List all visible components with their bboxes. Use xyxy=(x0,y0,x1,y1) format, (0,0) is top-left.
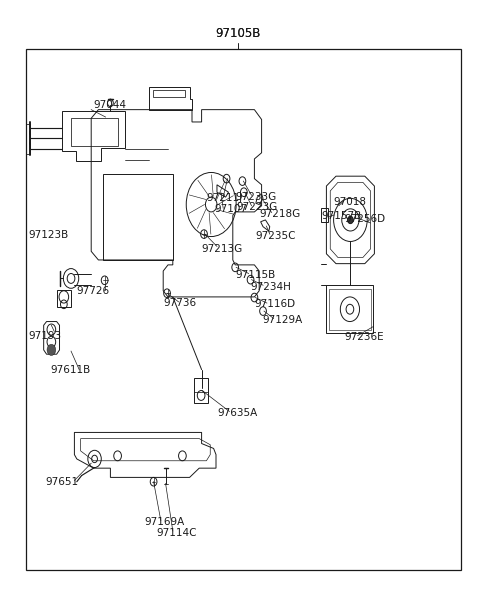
Text: 97223G: 97223G xyxy=(237,202,278,212)
Text: 97018: 97018 xyxy=(334,197,367,207)
Text: 97193: 97193 xyxy=(29,331,62,341)
Text: 97726: 97726 xyxy=(77,286,110,296)
Text: 97169A: 97169A xyxy=(144,517,184,527)
Text: 97736: 97736 xyxy=(163,298,196,308)
Text: 97105B: 97105B xyxy=(215,27,260,41)
Bar xyxy=(326,285,373,333)
Text: 97234H: 97234H xyxy=(251,282,291,292)
Bar xyxy=(321,208,328,222)
Text: 97213G: 97213G xyxy=(202,244,243,254)
Text: 97611B: 97611B xyxy=(50,365,91,375)
Text: 97116D: 97116D xyxy=(254,299,295,309)
Text: 97123B: 97123B xyxy=(29,230,69,240)
Text: 97114C: 97114C xyxy=(156,528,196,538)
Text: 97236E: 97236E xyxy=(345,332,384,342)
Text: 97211J: 97211J xyxy=(206,193,242,203)
Bar xyxy=(103,174,173,260)
Bar xyxy=(26,49,461,570)
Circle shape xyxy=(47,344,56,355)
Text: 97044: 97044 xyxy=(94,100,127,110)
Circle shape xyxy=(348,216,353,224)
Bar xyxy=(194,378,208,403)
Text: 97651: 97651 xyxy=(46,477,79,487)
Bar xyxy=(71,118,118,146)
Text: 97105B: 97105B xyxy=(215,27,260,41)
Text: 97235C: 97235C xyxy=(256,231,296,241)
Text: 97129A: 97129A xyxy=(262,315,302,325)
Text: 97218G: 97218G xyxy=(259,209,300,219)
Text: 97233G: 97233G xyxy=(235,192,276,201)
Text: 97635A: 97635A xyxy=(217,408,258,418)
Text: 97157B: 97157B xyxy=(322,211,362,221)
Text: 97107: 97107 xyxy=(215,205,248,214)
Text: 97256D: 97256D xyxy=(345,214,386,224)
Text: 97115B: 97115B xyxy=(235,270,276,280)
Bar xyxy=(329,289,371,330)
Bar xyxy=(153,90,185,97)
